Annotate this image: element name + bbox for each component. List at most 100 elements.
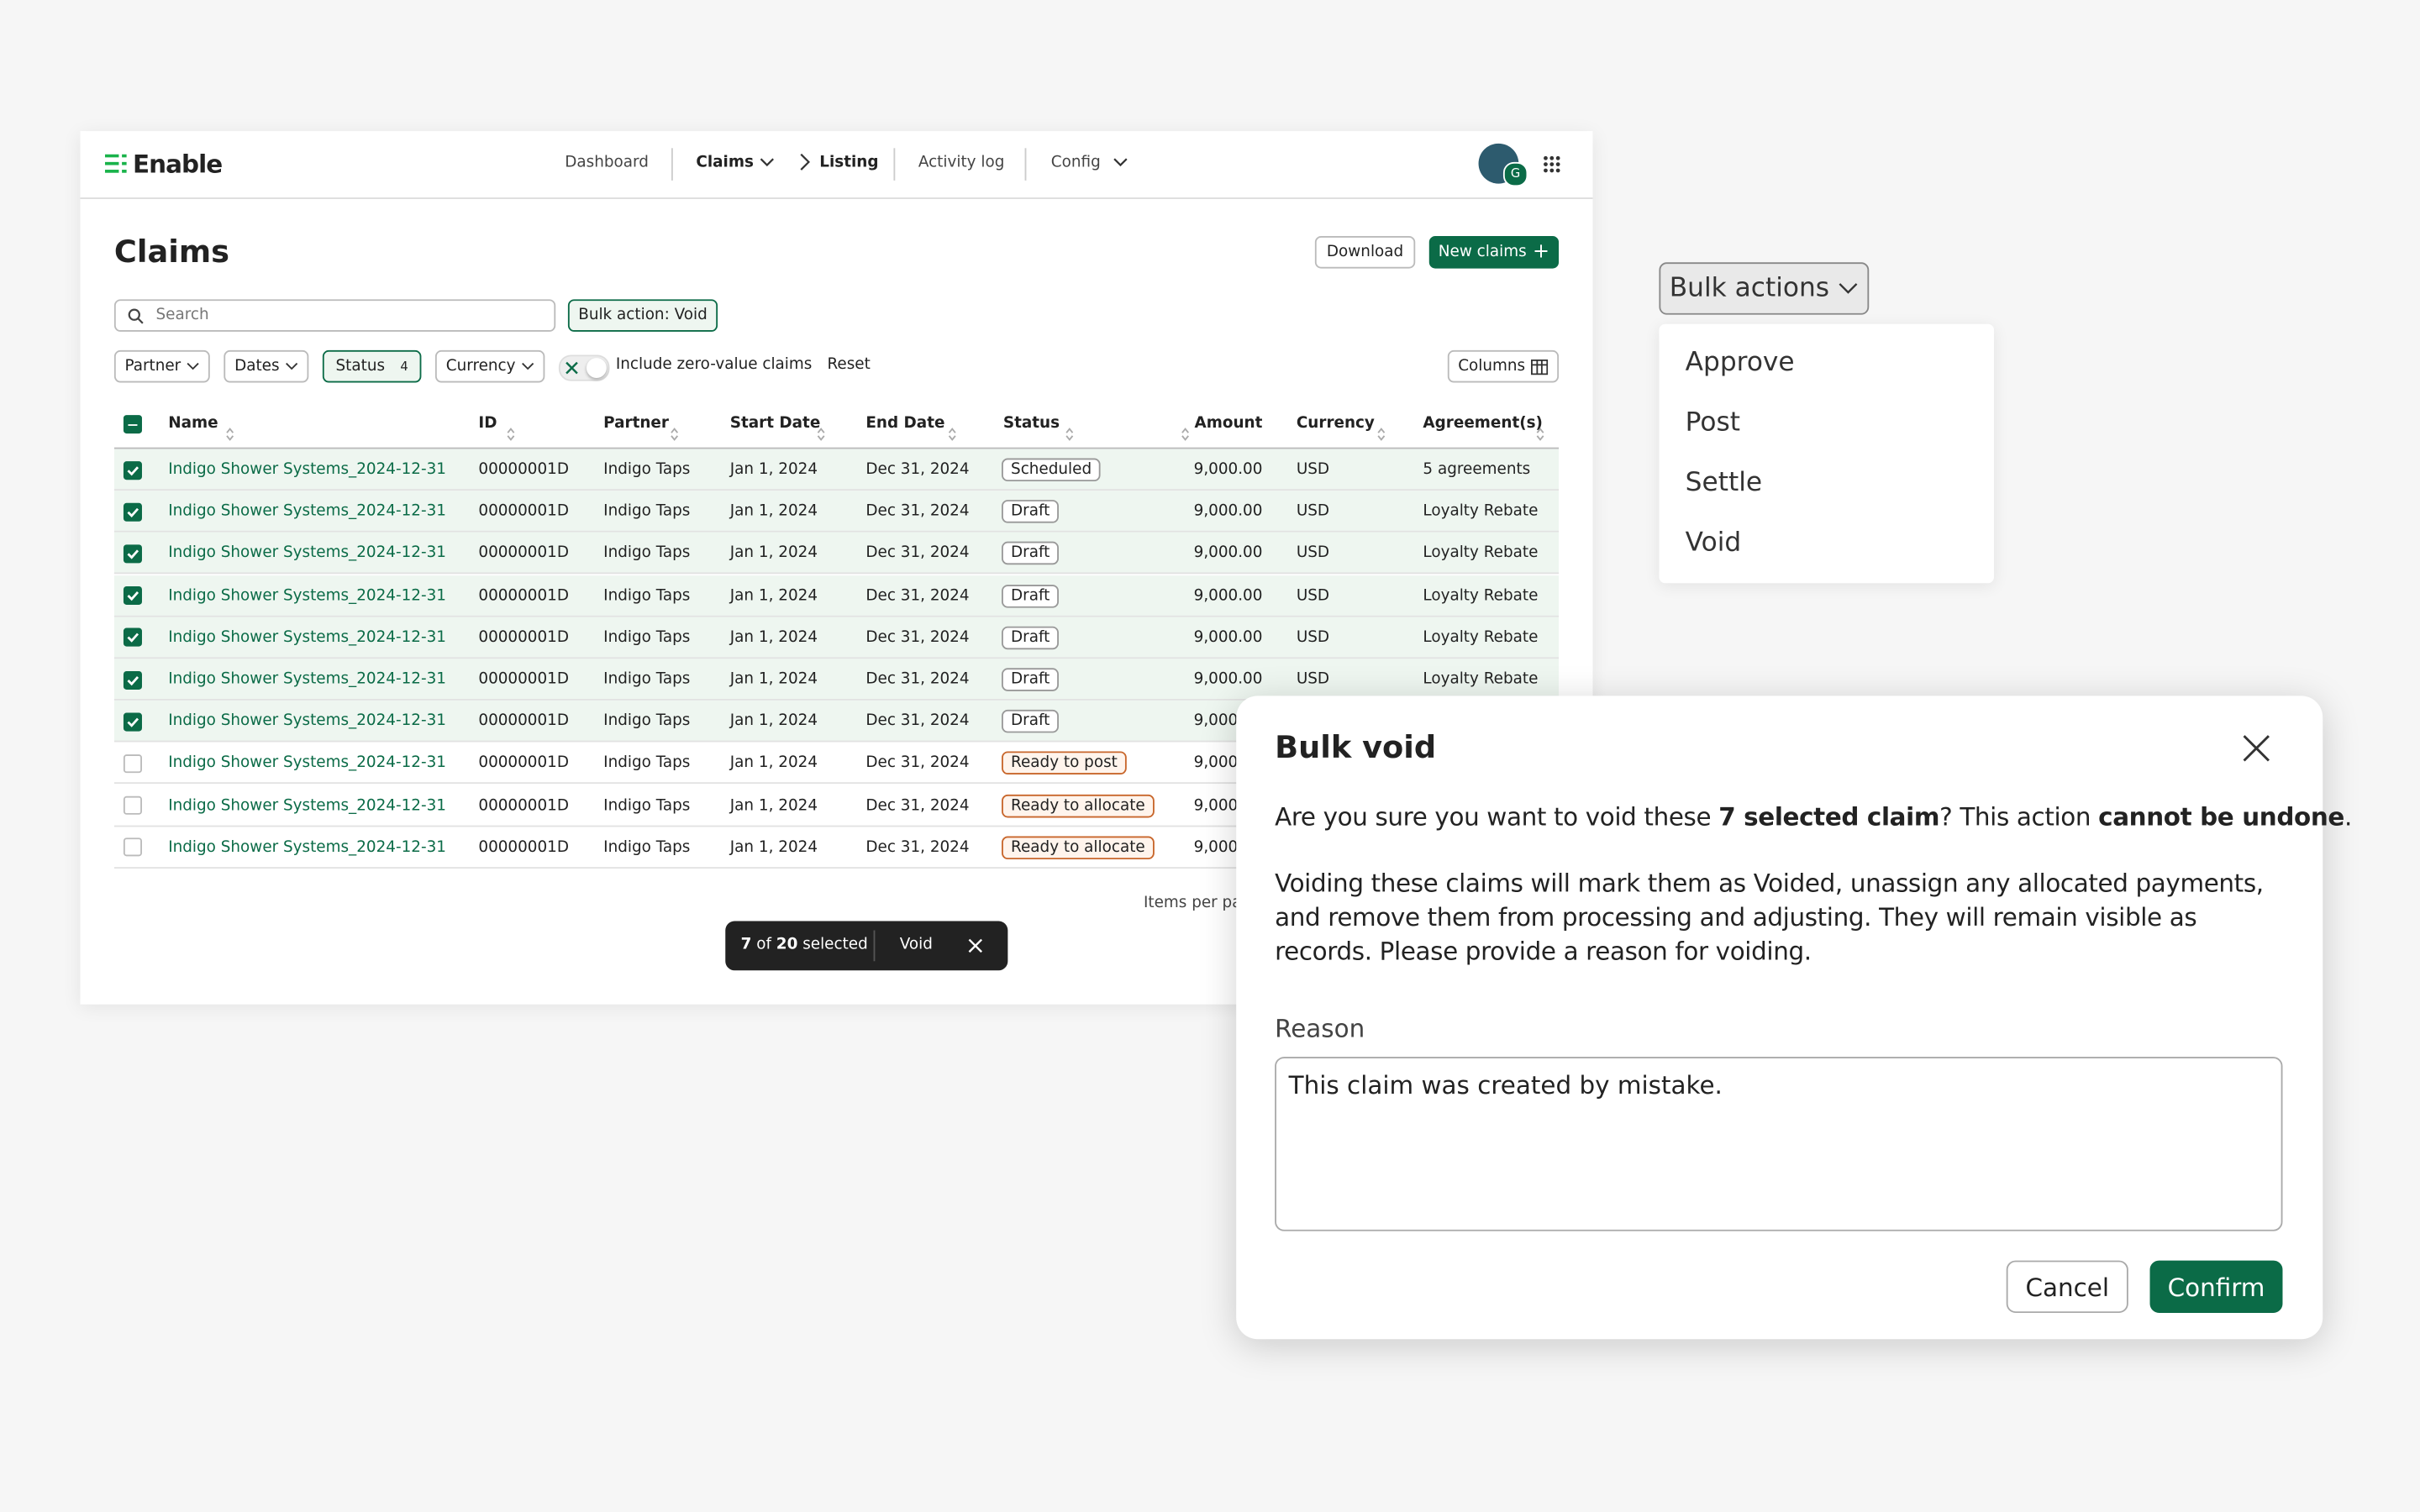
- claim-link[interactable]: Indigo Shower Systems_2024-12-31: [168, 461, 447, 479]
- column-header[interactable]: Currency: [1296, 415, 1375, 433]
- column-header[interactable]: Start Date: [729, 415, 821, 433]
- claim-link[interactable]: Indigo Shower Systems_2024-12-31: [168, 754, 447, 773]
- cell-end-date: Dec 31, 2024: [865, 461, 970, 479]
- table-row[interactable]: [113, 533, 1560, 575]
- cell-currency: USD: [1296, 629, 1330, 647]
- cell-partner: Indigo Taps: [603, 587, 691, 605]
- column-header[interactable]: ID: [478, 415, 497, 433]
- claim-link[interactable]: Indigo Shower Systems_2024-12-31: [168, 629, 447, 647]
- row-checkbox[interactable]: [123, 837, 142, 857]
- column-header[interactable]: Status: [1002, 415, 1060, 433]
- cell-id: 00000001D: [478, 587, 570, 605]
- column-header[interactable]: Partner: [603, 415, 669, 433]
- divider: [1024, 148, 1027, 181]
- new-claims-button[interactable]: New claims +: [1428, 236, 1560, 269]
- column-header[interactable]: End Date: [865, 415, 945, 433]
- bulk-actions-button[interactable]: Bulk actions: [1659, 262, 1870, 315]
- table-row[interactable]: [113, 659, 1560, 701]
- row-checkbox[interactable]: [123, 460, 142, 480]
- nav-link[interactable]: Dashboard: [565, 154, 649, 171]
- text: selected: [797, 936, 868, 954]
- claim-link[interactable]: Indigo Shower Systems_2024-12-31: [168, 712, 447, 731]
- reason-textarea[interactable]: This claim was created by mistake.: [1275, 1057, 2283, 1231]
- filter-button[interactable]: Dates: [224, 349, 309, 383]
- cancel-button[interactable]: Cancel: [2006, 1260, 2128, 1314]
- cell-id: 00000001D: [478, 754, 570, 773]
- row-checkbox[interactable]: [123, 544, 142, 564]
- filter-button[interactable]: Currency: [434, 349, 545, 383]
- row-checkbox[interactable]: [123, 502, 142, 522]
- modal-title: Bulk void: [1275, 727, 1437, 766]
- cell-currency: USD: [1296, 670, 1330, 689]
- table-row[interactable]: [113, 491, 1560, 533]
- claim-link[interactable]: Indigo Shower Systems_2024-12-31: [168, 587, 447, 605]
- cell-start-date: Jan 1, 2024: [729, 838, 818, 856]
- cell-partner: Indigo Taps: [603, 838, 691, 856]
- status-badge: Scheduled: [1002, 458, 1102, 482]
- cell-end-date: Dec 31, 2024: [865, 670, 970, 689]
- cell-end-date: Dec 31, 2024: [865, 503, 970, 521]
- column-header[interactable]: Agreement(s): [1423, 415, 1543, 433]
- filter-button[interactable]: Status 4: [322, 349, 422, 383]
- description: Voiding these claims will mark them as V…: [1275, 869, 2264, 966]
- cell-partner: Indigo Taps: [603, 796, 691, 815]
- emphasis: 7 selected claim: [1718, 802, 1940, 832]
- text: ? This action: [1939, 802, 2099, 832]
- toggle-off-icon: [566, 361, 578, 375]
- cell-agreement: Loyalty Rebate: [1423, 587, 1539, 605]
- cell-agreement: Loyalty Rebate: [1423, 629, 1539, 647]
- cell-id: 00000001D: [478, 796, 570, 815]
- claim-link[interactable]: Indigo Shower Systems_2024-12-31: [168, 796, 447, 815]
- bulk-void-modal: Bulk void Are you sure you want to void …: [1236, 696, 2352, 1340]
- row-checkbox[interactable]: [123, 586, 142, 606]
- reset-link[interactable]: Reset: [827, 356, 871, 374]
- void-action[interactable]: Void: [899, 936, 933, 954]
- row-checkbox[interactable]: [123, 670, 142, 690]
- label: Bulk actions: [1669, 273, 1830, 304]
- cell-start-date: Jan 1, 2024: [729, 754, 818, 773]
- column-header[interactable]: Amount: [1194, 415, 1263, 433]
- download-button[interactable]: Download: [1314, 236, 1416, 269]
- claim-link[interactable]: Indigo Shower Systems_2024-12-31: [168, 838, 447, 856]
- row-checkbox[interactable]: [123, 711, 142, 732]
- nav-link[interactable]: Listing: [819, 154, 879, 171]
- confirm-text: Are you sure you want to void these 7 se…: [1275, 801, 2352, 834]
- menu-item[interactable]: Post: [1685, 407, 1741, 438]
- claim-link[interactable]: Indigo Shower Systems_2024-12-31: [168, 545, 447, 563]
- claim-link[interactable]: Indigo Shower Systems_2024-12-31: [168, 503, 447, 521]
- nav-link[interactable]: Claims: [696, 154, 754, 171]
- select-all-checkbox[interactable]: [123, 415, 142, 434]
- cell-end-date: Dec 31, 2024: [865, 629, 970, 647]
- page-title: Claims: [113, 233, 230, 270]
- cell-id: 00000001D: [478, 461, 570, 479]
- menu-item[interactable]: Settle: [1685, 467, 1763, 499]
- column-header[interactable]: Name: [168, 415, 218, 433]
- confirm-button[interactable]: Confirm: [2149, 1260, 2283, 1314]
- bulk-action-chip[interactable]: Bulk action: Void: [567, 299, 718, 332]
- menu-item[interactable]: Void: [1685, 528, 1742, 559]
- table-row[interactable]: [113, 617, 1560, 659]
- filter-count: 4: [400, 359, 408, 374]
- selection-bar: 7 of 20 selected Void: [725, 921, 1008, 971]
- nav-link[interactable]: Activity log: [918, 154, 1005, 171]
- table-row[interactable]: [113, 449, 1560, 491]
- status-badge: Ready to allocate: [1002, 836, 1155, 859]
- nav-link[interactable]: Config: [1050, 154, 1101, 171]
- close-icon[interactable]: [2243, 734, 2270, 762]
- claim-link[interactable]: Indigo Shower Systems_2024-12-31: [168, 670, 447, 689]
- close-icon[interactable]: [968, 938, 983, 953]
- cell-partner: Indigo Taps: [603, 545, 691, 563]
- cell-start-date: Jan 1, 2024: [729, 503, 818, 521]
- toggle[interactable]: [558, 354, 610, 381]
- row-checkbox[interactable]: [123, 753, 142, 773]
- table-row[interactable]: [113, 575, 1560, 617]
- apps-icon[interactable]: [1544, 155, 1560, 173]
- filter-button[interactable]: Partner: [113, 349, 210, 383]
- chevron: [522, 362, 534, 370]
- columns-button[interactable]: Columns: [1447, 349, 1560, 383]
- search-input[interactable]: Search: [113, 299, 556, 332]
- menu-item[interactable]: Approve: [1685, 347, 1795, 378]
- row-checkbox[interactable]: [123, 628, 142, 648]
- row-checkbox[interactable]: [123, 795, 142, 815]
- sort-icon: [670, 418, 679, 448]
